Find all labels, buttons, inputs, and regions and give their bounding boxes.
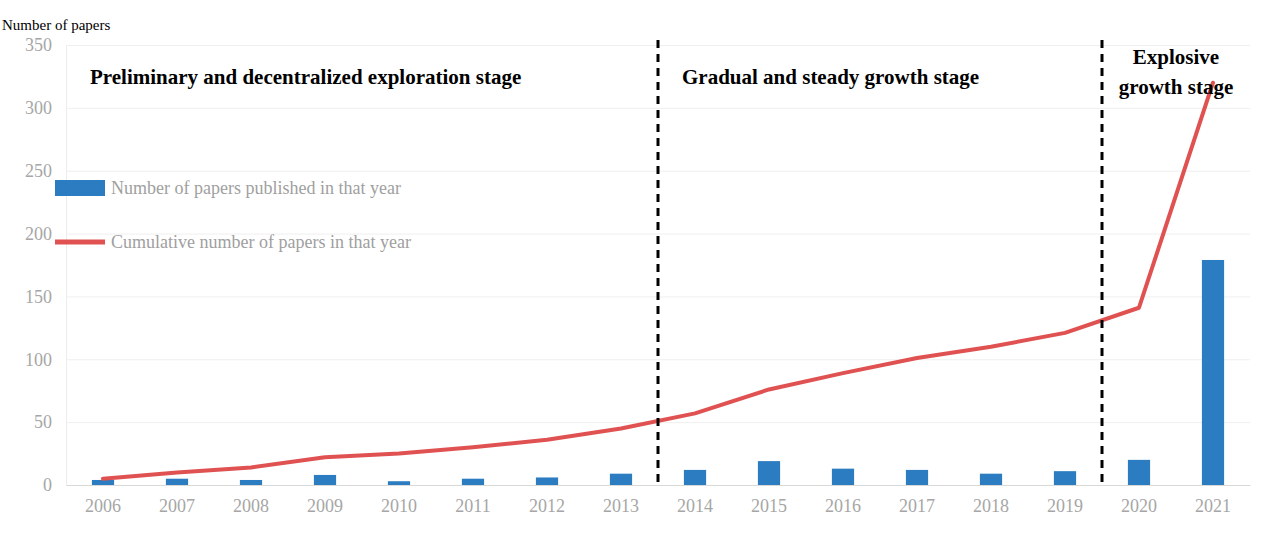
bar bbox=[388, 481, 410, 485]
grid-line bbox=[66, 359, 1250, 360]
bar bbox=[462, 479, 484, 485]
chart: 0 50 100 150 200 250 300 350 2006 2007 2008 2009 201… bbox=[0, 0, 1280, 546]
x-tick-label: 2018 bbox=[973, 496, 1009, 516]
x-tick-label: 2021 bbox=[1195, 496, 1231, 516]
x-tick-label: 2011 bbox=[455, 496, 490, 516]
x-tick-label: 2009 bbox=[307, 496, 343, 516]
y-tick-label: 350 bbox=[25, 35, 52, 55]
x-tick: 2014 bbox=[677, 485, 713, 516]
x-tick: 2008 bbox=[233, 485, 269, 516]
y-tick: 350 bbox=[25, 35, 1250, 55]
x-tick: 2009 bbox=[307, 485, 343, 516]
y-axis-title: Number of papers bbox=[2, 17, 110, 33]
legend-label: Cumulative number of papers in that year bbox=[111, 232, 411, 252]
x-tick: 2019 bbox=[1047, 485, 1083, 516]
x-tick-label: 2020 bbox=[1121, 496, 1157, 516]
bar bbox=[166, 479, 188, 485]
bar bbox=[684, 470, 706, 485]
bar bbox=[906, 470, 928, 485]
x-tick-label: 2014 bbox=[677, 496, 713, 516]
legend-swatch bbox=[55, 240, 105, 245]
bar bbox=[758, 461, 780, 485]
y-axis: 0 50 100 150 200 250 300 350 bbox=[25, 35, 1250, 495]
y-tick-label: 150 bbox=[25, 287, 52, 307]
x-tick-label: 2017 bbox=[899, 496, 935, 516]
stage-label: Preliminary and decentralized exploratio… bbox=[90, 65, 521, 89]
x-tick: 2007 bbox=[159, 485, 195, 516]
x-axis: 2006 2007 2008 2009 2010 2011 2012 2013 2014 2015… bbox=[67, 485, 1251, 516]
x-tick: 2016 bbox=[825, 485, 861, 516]
x-tick-label: 2012 bbox=[529, 496, 565, 516]
x-tick-label: 2006 bbox=[85, 496, 121, 516]
x-tick: 2012 bbox=[529, 485, 565, 516]
x-tick-label: 2016 bbox=[825, 496, 861, 516]
y-tick-label: 0 bbox=[43, 475, 52, 495]
stage-divider bbox=[1101, 40, 1104, 485]
legend-label: Number of papers published in that year bbox=[111, 178, 401, 198]
bar bbox=[92, 480, 114, 485]
stage-divider bbox=[657, 40, 660, 485]
x-tick: 2011 bbox=[455, 485, 490, 516]
bar bbox=[1128, 460, 1150, 485]
x-tick: 2010 bbox=[381, 485, 417, 516]
y-tick: 300 bbox=[25, 98, 1250, 118]
y-tick: 100 bbox=[25, 350, 1250, 370]
y-tick: 150 bbox=[25, 287, 1250, 307]
x-tick: 2020 bbox=[1121, 485, 1157, 516]
y-tick-label: 300 bbox=[25, 98, 52, 118]
x-tick-label: 2015 bbox=[751, 496, 787, 516]
bar bbox=[240, 480, 262, 485]
bar bbox=[1202, 260, 1224, 485]
stage-label: Gradual and steady growth stage bbox=[682, 65, 979, 89]
y-axis-line bbox=[66, 46, 67, 486]
bar bbox=[832, 469, 854, 485]
y-tick-label: 200 bbox=[25, 224, 52, 244]
x-axis-line bbox=[67, 485, 1251, 486]
bar bbox=[314, 475, 336, 485]
x-tick-label: 2007 bbox=[159, 496, 195, 516]
y-tick-label: 50 bbox=[34, 412, 52, 432]
grid-line bbox=[66, 485, 1250, 486]
x-tick-label: 2013 bbox=[603, 496, 639, 516]
bar bbox=[980, 474, 1002, 485]
x-tick-label: 2008 bbox=[233, 496, 269, 516]
x-tick: 2013 bbox=[603, 485, 639, 516]
x-tick: 2018 bbox=[973, 485, 1009, 516]
x-tick: 2015 bbox=[751, 485, 787, 516]
bar bbox=[1054, 471, 1076, 485]
bar bbox=[536, 477, 558, 485]
x-tick: 2021 bbox=[1195, 485, 1231, 516]
bar bbox=[610, 474, 632, 485]
x-tick: 2006 bbox=[85, 485, 121, 516]
stage-annotations: Preliminary and decentralized exploratio… bbox=[90, 40, 1233, 485]
legend: Number of papers published in that year C… bbox=[55, 178, 411, 252]
x-tick: 2017 bbox=[899, 485, 935, 516]
stage-label: Explosivegrowth stage bbox=[1119, 45, 1234, 99]
grid-line bbox=[66, 108, 1250, 109]
legend-swatch bbox=[55, 180, 105, 196]
x-tick-label: 2010 bbox=[381, 496, 417, 516]
y-tick-label: 250 bbox=[25, 161, 52, 181]
x-tick-label: 2019 bbox=[1047, 496, 1083, 516]
y-tick-label: 100 bbox=[25, 350, 52, 370]
